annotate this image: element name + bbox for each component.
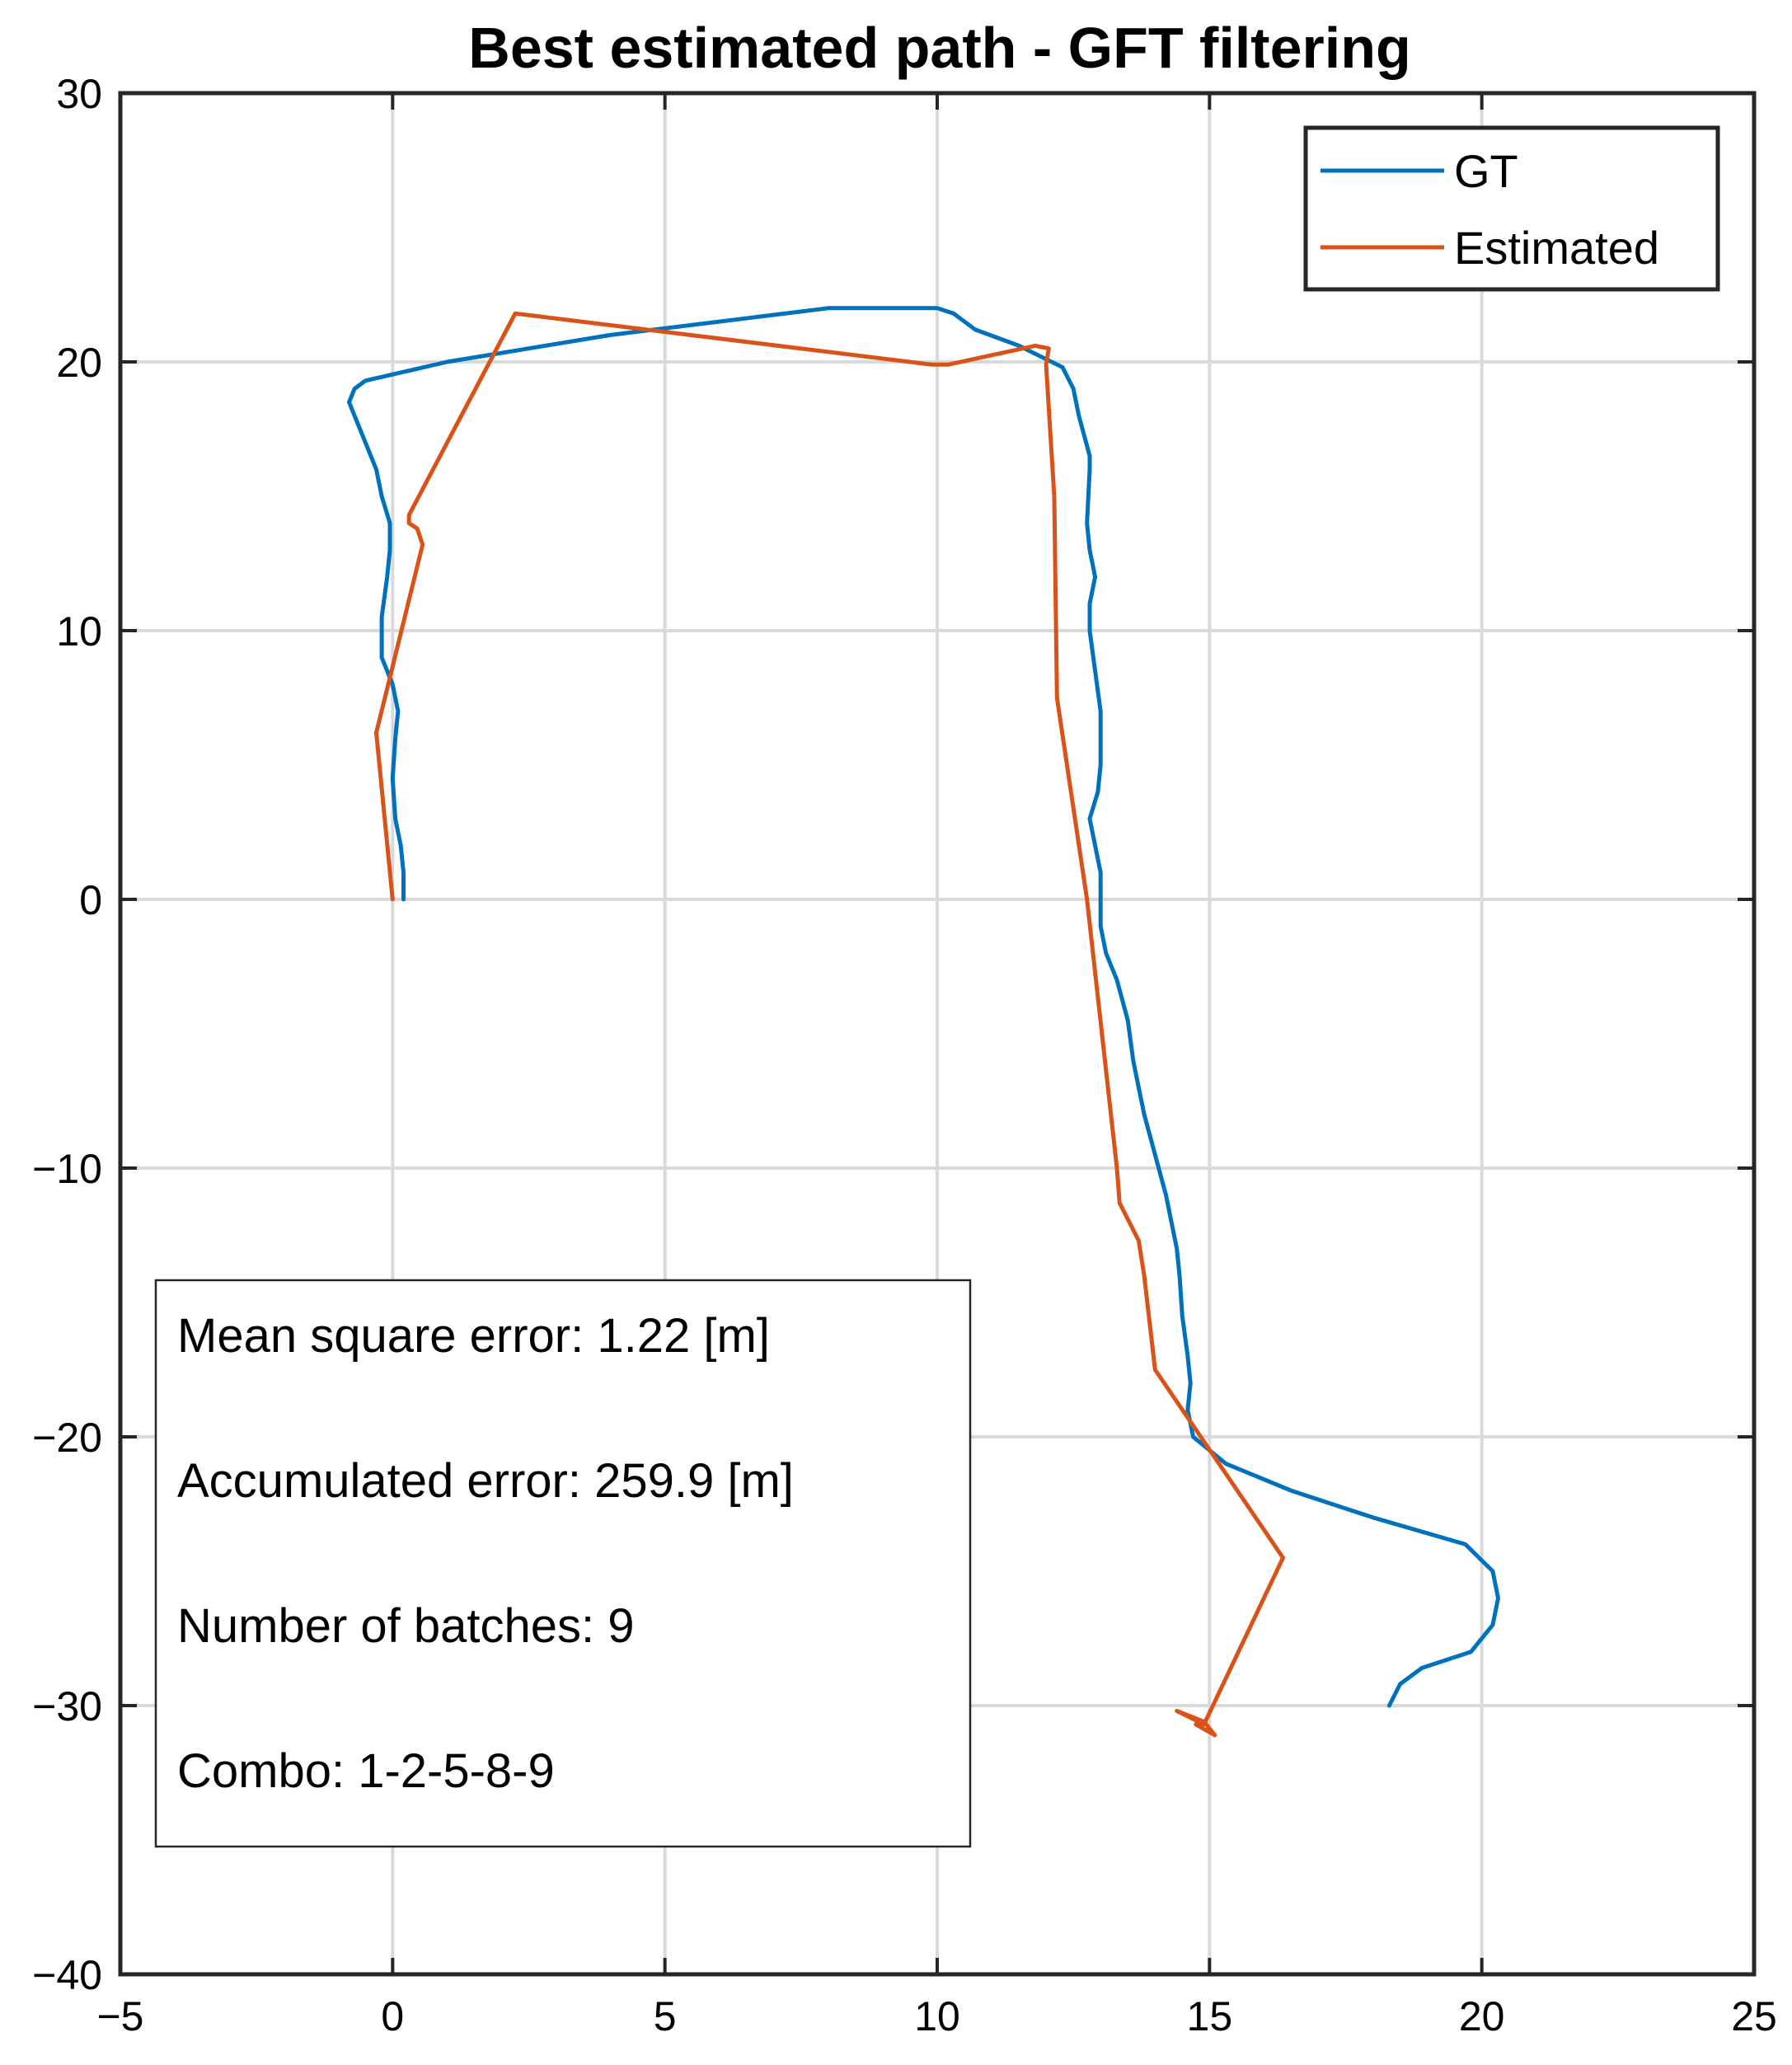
- series-line-estimated: [374, 311, 1285, 1738]
- x-tick-label: 5: [654, 1993, 677, 2039]
- y-tick-label: −10: [32, 1146, 102, 1192]
- legend-label-gt: GT: [1454, 145, 1518, 197]
- y-tick-label: 0: [79, 877, 102, 923]
- x-tick-label: 15: [1187, 1993, 1233, 2039]
- legend-label-estimated: Estimated: [1454, 222, 1659, 274]
- x-tick-label: 0: [381, 1993, 404, 2039]
- x-tick-label: 25: [1731, 1993, 1777, 2039]
- series-lines: [347, 306, 1500, 1738]
- y-tick-label: 20: [56, 340, 102, 386]
- annotation-frame: [154, 1279, 972, 1848]
- y-tick-label: −30: [32, 1683, 102, 1729]
- x-tick-label: −5: [96, 1993, 143, 2039]
- annotation-accumulated-error: Accumulated error: 259.9 [m]: [177, 1454, 794, 1508]
- chart-title: Best estimated path - GFT filtering: [468, 16, 1410, 80]
- axis-ticks: −5 0 5 10 15 20 25 −40 −30 −20 −10 0 10 20 30: [32, 71, 1777, 2039]
- legend: GT Estimated: [1303, 125, 1720, 292]
- annotation-box: Mean square error: 1.22 [m] Accumulated …: [154, 1279, 972, 1848]
- y-tick-label: −40: [32, 1952, 102, 1998]
- x-tick-label: 10: [914, 1993, 960, 2039]
- legend-frame: [1303, 125, 1720, 292]
- y-tick-label: −20: [32, 1415, 102, 1461]
- annotation-mse: Mean square error: 1.22 [m]: [177, 1309, 770, 1363]
- y-tick-label: 10: [56, 608, 102, 655]
- annotation-combo: Combo: 1-2-5-8-9: [177, 1744, 555, 1798]
- x-tick-label: 20: [1459, 1993, 1505, 2039]
- annotation-batches: Number of batches: 9: [177, 1599, 635, 1653]
- y-tick-label: 30: [56, 71, 102, 117]
